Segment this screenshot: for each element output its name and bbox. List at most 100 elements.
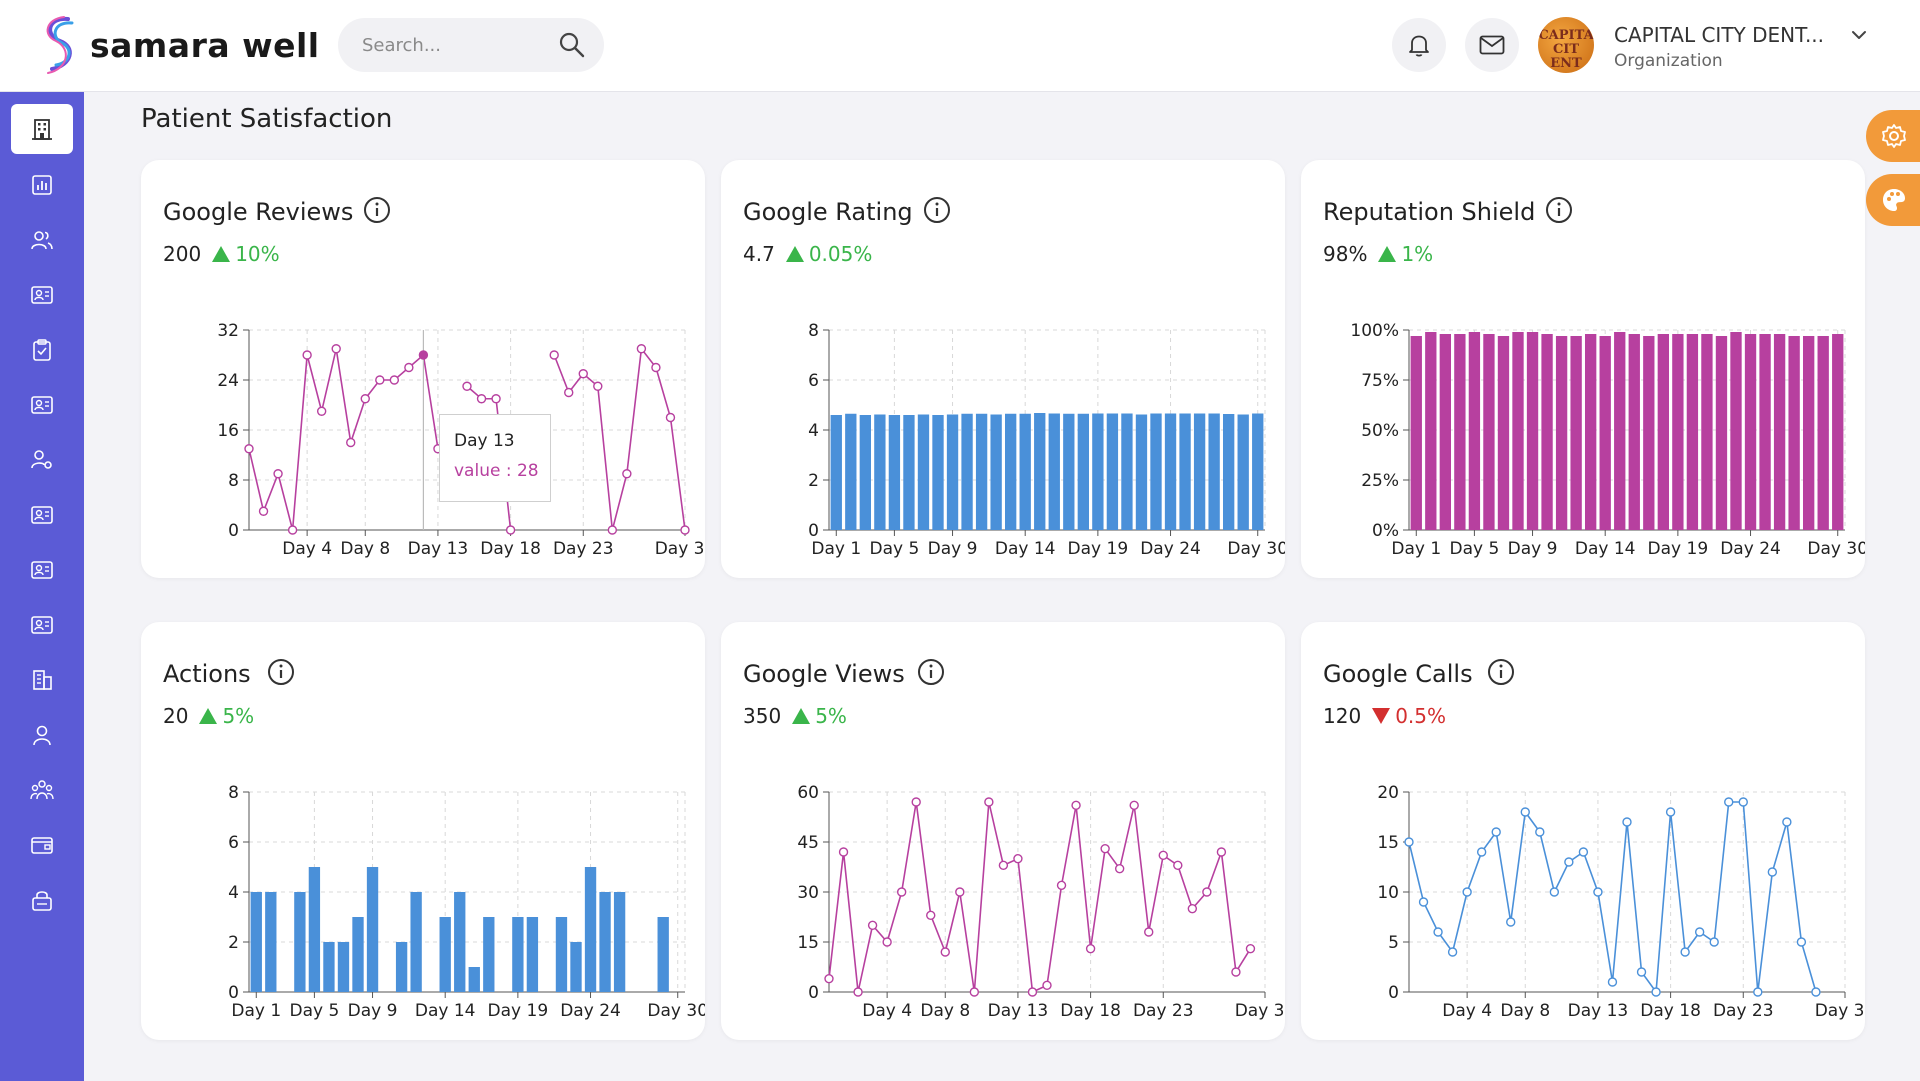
organization-name[interactable]: CAPITAL CITY DENT... <box>1614 23 1825 47</box>
bar <box>1048 413 1060 530</box>
sidebar-item-profile[interactable] <box>11 710 73 760</box>
bar <box>1715 336 1728 530</box>
search-input[interactable] <box>362 32 552 58</box>
x-tick-label: Day 13 <box>408 539 469 559</box>
bar <box>1439 334 1452 530</box>
x-tick-label: Day 14 <box>415 1001 476 1021</box>
users-icon <box>31 231 53 250</box>
settings-button[interactable] <box>1866 110 1920 162</box>
sidebar-item-tasks[interactable] <box>11 325 73 375</box>
info-icon[interactable] <box>917 658 945 686</box>
trend-change: 5% <box>222 704 255 728</box>
y-tick-label: 2 <box>228 933 239 953</box>
bell-icon <box>1409 35 1429 57</box>
sidebar-item-cards-2[interactable] <box>11 545 73 595</box>
trend-indicator: 0.5% <box>1371 704 1446 728</box>
messages-button[interactable] <box>1465 18 1519 72</box>
data-point <box>1433 927 1443 937</box>
theme-button[interactable] <box>1866 174 1920 226</box>
avatar-text: CAPITA CIT ENT <box>1538 28 1594 71</box>
bar <box>932 415 944 530</box>
info-icon[interactable] <box>267 658 295 686</box>
bar <box>1759 334 1771 530</box>
y-tick-label: 25% <box>1361 471 1399 491</box>
data-point <box>969 987 980 997</box>
data-point <box>1651 987 1661 997</box>
y-tick-label: 2 <box>808 471 819 491</box>
sidebar-item-billing[interactable] <box>11 820 73 870</box>
sidebar-item-user-settings[interactable] <box>11 435 73 485</box>
clipboard-check-icon <box>33 339 51 361</box>
trend-indicator: 10% <box>211 242 280 266</box>
bar <box>410 892 422 992</box>
data-point <box>316 406 327 416</box>
info-icon[interactable] <box>363 196 391 224</box>
triangle-up-icon <box>199 708 218 724</box>
x-tick-label: Day 30 <box>1235 1001 1285 1021</box>
trend-change: 1% <box>1401 242 1434 266</box>
card-google-views: Google Views 350 5% 0 15 30 45 60 Day 4 Day 8 D… <box>721 622 1285 1040</box>
id-card-icon <box>31 286 53 304</box>
brand-logo[interactable]: samara well <box>38 12 320 78</box>
data-point <box>1013 853 1023 864</box>
bar <box>1628 334 1640 530</box>
y-tick-label: 0% <box>1372 521 1399 541</box>
trend-change: 10% <box>235 242 280 266</box>
sidebar-item-contacts[interactable] <box>11 380 73 430</box>
data-point <box>505 525 516 535</box>
x-tick-label: Day 14 <box>995 539 1056 559</box>
sidebar-item-offices[interactable] <box>11 655 73 705</box>
card-value: 350 5% <box>743 704 847 728</box>
sidebar-item-cards-1[interactable] <box>11 490 73 540</box>
notifications-button[interactable] <box>1392 18 1446 72</box>
data-point <box>346 437 356 448</box>
data-point <box>418 350 429 360</box>
trend-indicator: 5% <box>791 704 847 728</box>
bar <box>599 892 611 992</box>
search-icon[interactable] <box>558 31 586 59</box>
organization-avatar[interactable]: CAPITA CIT ENT <box>1538 17 1594 73</box>
sidebar-item-cards-3[interactable] <box>11 600 73 650</box>
info-icon[interactable] <box>923 196 951 224</box>
sidebar-item-reports[interactable] <box>11 160 73 210</box>
data-point <box>1782 817 1792 827</box>
bar <box>859 415 872 530</box>
chevron-down-icon[interactable] <box>1848 24 1870 46</box>
bar <box>1512 332 1524 530</box>
bar <box>1121 413 1133 530</box>
sidebar-item-security[interactable] <box>11 875 73 925</box>
sidebar-item-team[interactable] <box>11 765 73 815</box>
bar <box>990 414 1002 530</box>
data-point <box>491 394 501 404</box>
samara-logo-icon <box>46 16 74 74</box>
x-tick-label: Day 30 <box>655 539 705 559</box>
sidebar-item-dashboard[interactable] <box>11 104 73 154</box>
info-icon[interactable] <box>1545 196 1573 224</box>
user-icon <box>33 725 51 746</box>
data-point <box>867 920 878 931</box>
sidebar-item-profiles[interactable] <box>11 270 73 320</box>
bar <box>1237 414 1249 530</box>
google-calls-chart: 0 5 10 15 20 Day 4 Day 8 Day 13 Day 18 Day 23 Day … <box>1377 783 1865 1021</box>
data-point <box>1187 903 1198 914</box>
sidebar-item-users[interactable] <box>11 215 73 265</box>
card-value: 98% 1% <box>1323 242 1433 266</box>
x-tick-label: Day 8 <box>920 1001 970 1021</box>
bar <box>1744 334 1757 530</box>
bar <box>1802 336 1815 530</box>
x-tick-label: Day 8 <box>1500 1001 1550 1021</box>
card-google-rating: Google Rating 4.7 0.05% 0 2 4 6 8 Day 1 Day 5 D… <box>721 160 1285 578</box>
bar <box>1468 332 1481 530</box>
info-icon[interactable] <box>1487 658 1515 686</box>
metric-value: 20 <box>163 704 189 728</box>
bar <box>1193 413 1206 530</box>
team-icon <box>30 780 54 800</box>
data-point <box>1202 887 1212 897</box>
data-point <box>1491 827 1501 837</box>
data-point <box>1665 807 1676 817</box>
card-title: Google Calls <box>1323 660 1473 688</box>
x-tick-label: Day 5 <box>290 1001 340 1021</box>
data-point <box>593 381 603 391</box>
data-point <box>1418 897 1429 907</box>
data-point <box>1593 887 1603 897</box>
